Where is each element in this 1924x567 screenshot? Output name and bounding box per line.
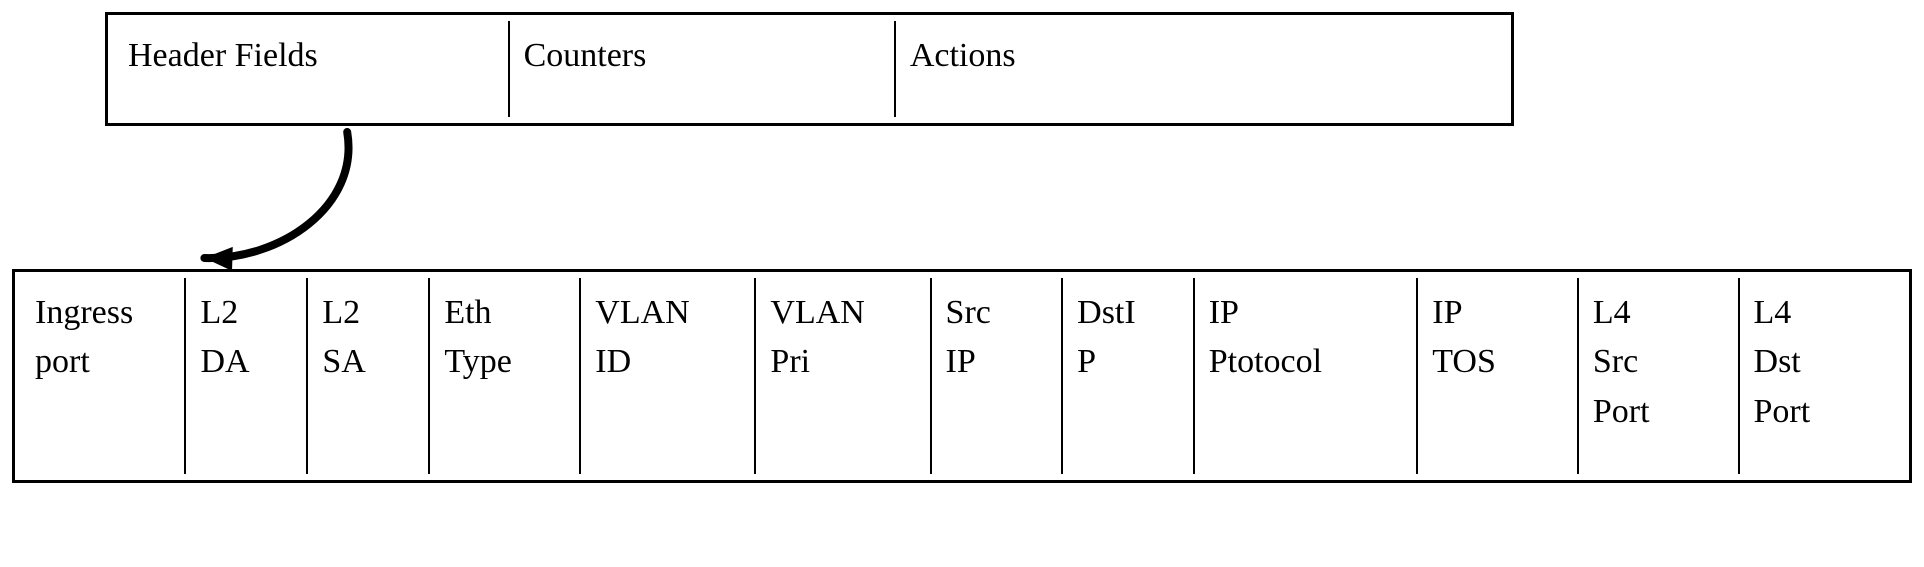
bottom-row-cell-7-line-1: P xyxy=(1077,337,1096,386)
bottom-row-cell-2-line-0: L2 xyxy=(322,288,360,337)
bottom-row-cell-8-line-1: Ptotocol xyxy=(1209,337,1322,386)
bottom-row-cell-2: L2SA xyxy=(308,278,430,474)
bottom-row-cell-10-line-2: Port xyxy=(1593,387,1650,436)
flow-entry-box: Header Fields Counters Actions xyxy=(105,12,1514,126)
bottom-row-cell-1: L2DA xyxy=(186,278,308,474)
bottom-row-cell-6-line-1: IP xyxy=(946,337,976,386)
bottom-row-cell-2-line-1: SA xyxy=(322,337,365,386)
bottom-row-cell-8-line-0: IP xyxy=(1209,288,1239,337)
bottom-row-cell-11-line-2: Port xyxy=(1754,387,1811,436)
top-row-cell-2-line-0: Actions xyxy=(910,31,1016,80)
top-row-cell-0-line-0: Header Fields xyxy=(128,31,318,80)
bottom-row-cell-9-line-1: TOS xyxy=(1432,337,1496,386)
bottom-row-cell-3-line-0: Eth xyxy=(444,288,491,337)
bottom-row-cell-11-line-1: Dst xyxy=(1754,337,1801,386)
bottom-row-cell-11-line-0: L4 xyxy=(1754,288,1792,337)
bottom-row-cell-6-line-0: Src xyxy=(946,288,991,337)
bottom-row-cell-5-line-1: Pri xyxy=(770,337,810,386)
bottom-row-cell-0-line-1: port xyxy=(35,337,90,386)
top-row-cell-0: Header Fields xyxy=(114,21,510,117)
bottom-row-cell-4-line-0: VLAN xyxy=(595,288,689,337)
bottom-row-cell-6: SrcIP xyxy=(932,278,1064,474)
bottom-row-cell-9-line-0: IP xyxy=(1432,288,1462,337)
bottom-row-cell-4-line-1: ID xyxy=(595,337,631,386)
bottom-row-cell-8: IPPtotocol xyxy=(1195,278,1419,474)
bottom-row-cell-10-line-0: L4 xyxy=(1593,288,1631,337)
bottom-row-cell-10: L4SrcPort xyxy=(1579,278,1740,474)
header-fields-box: IngressportL2DAL2SAEthTypeVLANIDVLANPriS… xyxy=(12,269,1912,483)
bottom-row-cell-0: Ingressport xyxy=(21,278,186,474)
header-fields-row: IngressportL2DAL2SAEthTypeVLANIDVLANPriS… xyxy=(21,278,1903,474)
top-row-cell-1-line-0: Counters xyxy=(524,31,647,80)
flow-entry-row: Header Fields Counters Actions xyxy=(114,21,1505,117)
expand-arrow xyxy=(175,126,385,272)
bottom-row-cell-10-line-1: Src xyxy=(1593,337,1638,386)
bottom-row-cell-7: DstIP xyxy=(1063,278,1195,474)
bottom-row-cell-1-line-1: DA xyxy=(200,337,249,386)
bottom-row-cell-3-line-1: Type xyxy=(444,337,512,386)
bottom-row-cell-7-line-0: DstI xyxy=(1077,288,1136,337)
bottom-row-cell-11: L4DstPort xyxy=(1740,278,1903,474)
bottom-row-cell-1-line-0: L2 xyxy=(200,288,238,337)
top-row-cell-2: Actions xyxy=(896,21,1505,117)
bottom-row-cell-5-line-0: VLAN xyxy=(770,288,864,337)
bottom-row-cell-0-line-0: Ingress xyxy=(35,288,133,337)
bottom-row-cell-5: VLANPri xyxy=(756,278,931,474)
bottom-row-cell-9: IPTOS xyxy=(1418,278,1579,474)
bottom-row-cell-4: VLANID xyxy=(581,278,756,474)
top-row-cell-1: Counters xyxy=(510,21,896,117)
bottom-row-cell-3: EthType xyxy=(430,278,581,474)
